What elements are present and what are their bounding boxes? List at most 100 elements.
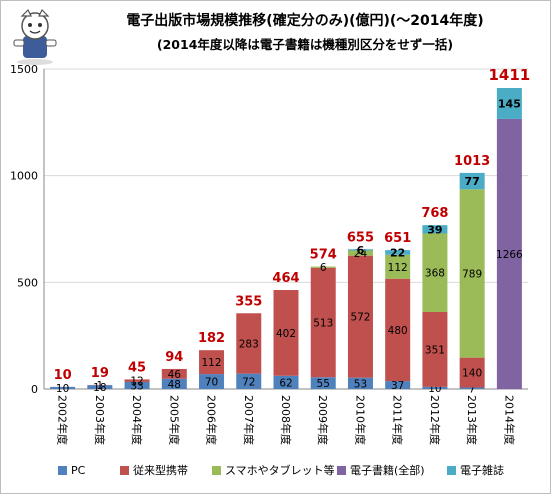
x-tick-label-group: 2002年度 <box>56 395 70 445</box>
x-tick-label: 2013年度 <box>465 395 479 445</box>
data-label: 22 <box>390 246 405 259</box>
chart-subtitle: (2014年度以降は電子書籍は機種別区分をせず一括) <box>156 37 454 52</box>
data-label: 12 <box>130 376 143 388</box>
legend-item: スマホやタブレット等 <box>212 462 337 478</box>
bar-segment <box>161 368 187 379</box>
bar-segment <box>87 385 113 389</box>
bar-segment <box>347 377 373 389</box>
data-label: 77 <box>464 175 479 188</box>
bar-segment <box>310 377 336 389</box>
bar-segment <box>385 250 411 255</box>
x-tick-label: 2007年度 <box>242 395 256 445</box>
data-label: 46 <box>168 369 182 381</box>
x-tick-label: 2011年度 <box>391 395 405 445</box>
legend-swatch <box>447 465 456 475</box>
x-tick-label: 2004年度 <box>130 395 144 445</box>
data-label: 112 <box>388 262 408 274</box>
x-tick-label-group: 2008年度 <box>279 395 293 445</box>
total-label: 355 <box>235 294 262 309</box>
y-tick-label: 1000 <box>10 170 38 183</box>
x-tick-label: 2010年度 <box>353 395 367 445</box>
bar-segment <box>422 311 448 387</box>
total-label: 1411 <box>489 66 531 84</box>
y-tick-label: 500 <box>17 276 38 289</box>
x-tick-label-group: 2004年度 <box>130 395 144 445</box>
x-tick-label: 2005年度 <box>167 395 181 445</box>
x-tick-label-group: 2011年度 <box>391 395 405 445</box>
bar-segment <box>385 381 411 389</box>
legend-label: スマホやタブレット等 <box>225 464 335 477</box>
total-label: 574 <box>310 248 337 263</box>
data-label: 70 <box>205 377 218 389</box>
data-label: 33 <box>130 380 143 392</box>
data-label: 48 <box>168 379 181 391</box>
bar-segment <box>199 374 225 389</box>
x-tick-label: 2008年度 <box>279 395 293 445</box>
bar-segment <box>347 255 373 378</box>
chart-title: 電子出版市場規模推移(確定分のみ)(億円)(〜2014年度) <box>126 13 484 29</box>
bar-segment <box>347 249 373 251</box>
bar-segment <box>124 381 150 389</box>
legend-label: 電子書籍(全部) <box>350 464 425 477</box>
data-label: 513 <box>313 318 333 330</box>
x-tick-label: 2014年度 <box>502 395 516 445</box>
data-label: 351 <box>425 344 445 356</box>
x-tick-label: 2006年度 <box>205 395 219 445</box>
data-label: 1 <box>97 380 104 392</box>
x-tick-label-group: 2009年度 <box>316 395 330 445</box>
data-label: 72 <box>242 376 255 388</box>
data-label: 10 <box>56 383 69 395</box>
data-label: 6 <box>357 244 365 257</box>
chart-legend: PC 従来型携帯 スマホやタブレット等 電子書籍(全部) 電子雑誌 <box>58 462 527 478</box>
x-tick-label: 2012年度 <box>428 395 442 445</box>
bar-segment <box>422 225 448 234</box>
total-label: 10 <box>54 368 72 383</box>
bar-segment <box>310 267 336 378</box>
data-label: 140 <box>462 368 482 380</box>
bar-segment <box>236 313 262 374</box>
data-label: 480 <box>388 325 408 337</box>
x-tick-label-group: 2013年度 <box>465 395 479 445</box>
data-label: 145 <box>498 97 521 110</box>
legend-item: PC <box>58 462 120 478</box>
data-label: 53 <box>354 378 367 390</box>
legend-label: 電子雑誌 <box>460 464 504 477</box>
x-tick-label-group: 2003年度 <box>93 395 107 445</box>
data-label: 24 <box>354 248 368 260</box>
bar-segment <box>496 118 522 390</box>
legend-swatch <box>120 465 129 475</box>
bar-segment <box>459 387 485 389</box>
legend-label: 従来型携帯 <box>133 464 188 477</box>
data-label: 283 <box>239 338 259 350</box>
bar-segment <box>459 189 485 358</box>
data-label: 572 <box>350 312 370 324</box>
total-label: 45 <box>128 360 146 375</box>
data-label: 62 <box>279 377 292 389</box>
x-tick-label-group: 2010年度 <box>353 395 367 445</box>
bar-segment <box>273 290 299 376</box>
bar-segment <box>385 254 411 279</box>
data-label: 112 <box>202 357 222 369</box>
bar-segment <box>50 386 76 389</box>
x-tick-label: 2003年度 <box>93 395 107 445</box>
y-tick-label: 1500 <box>10 63 38 76</box>
data-label: 55 <box>317 378 330 390</box>
legend-swatch <box>212 465 221 475</box>
total-label: 94 <box>165 350 183 365</box>
x-tick-label-group: 2014年度 <box>502 395 516 445</box>
total-label: 182 <box>198 331 225 346</box>
data-label: 1266 <box>496 249 523 261</box>
total-label: 19 <box>91 366 109 381</box>
x-tick-label-group: 2012年度 <box>428 395 442 445</box>
bar-segment <box>161 378 187 389</box>
total-label: 651 <box>384 231 411 246</box>
legend-item: 電子書籍(全部) <box>337 462 447 478</box>
bar-segment <box>496 87 522 119</box>
mascot-illustration <box>13 8 57 65</box>
total-label: 464 <box>272 271 299 286</box>
data-label: 37 <box>391 380 404 392</box>
x-tick-label: 2002年度 <box>56 395 70 445</box>
bar-segment <box>422 386 448 389</box>
bar-segment <box>273 375 299 389</box>
